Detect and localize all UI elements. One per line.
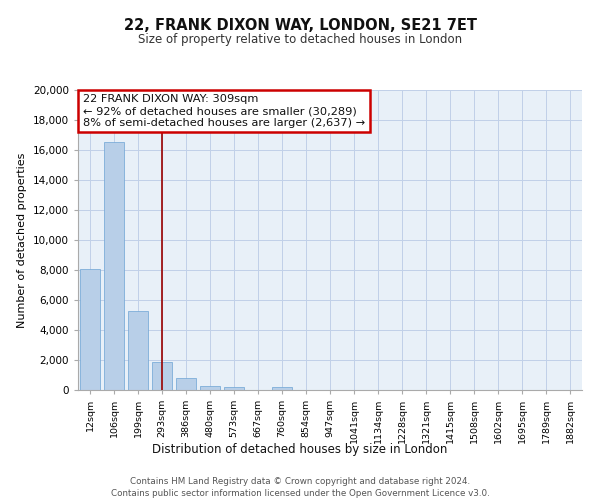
Bar (80, 268, 100, 390)
Y-axis label: Number of detached properties: Number of detached properties (17, 152, 27, 328)
Bar (128, 310, 148, 390)
Text: Size of property relative to detached houses in London: Size of property relative to detached ho… (138, 32, 462, 46)
Text: Contains public sector information licensed under the Open Government Licence v3: Contains public sector information licen… (110, 489, 490, 498)
Bar (104, 142, 124, 390)
Text: Distribution of detached houses by size in London: Distribution of detached houses by size … (152, 442, 448, 456)
Text: 22 FRANK DIXON WAY: 309sqm
← 92% of detached houses are smaller (30,289)
8% of s: 22 FRANK DIXON WAY: 309sqm ← 92% of deta… (83, 94, 365, 128)
Bar (200, 386, 220, 390)
Text: 22, FRANK DIXON WAY, LONDON, SE21 7ET: 22, FRANK DIXON WAY, LONDON, SE21 7ET (124, 18, 476, 32)
Bar (272, 387, 292, 390)
Bar (176, 378, 196, 390)
Text: Contains HM Land Registry data © Crown copyright and database right 2024.: Contains HM Land Registry data © Crown c… (130, 478, 470, 486)
Bar (152, 362, 172, 390)
Bar (224, 387, 244, 390)
